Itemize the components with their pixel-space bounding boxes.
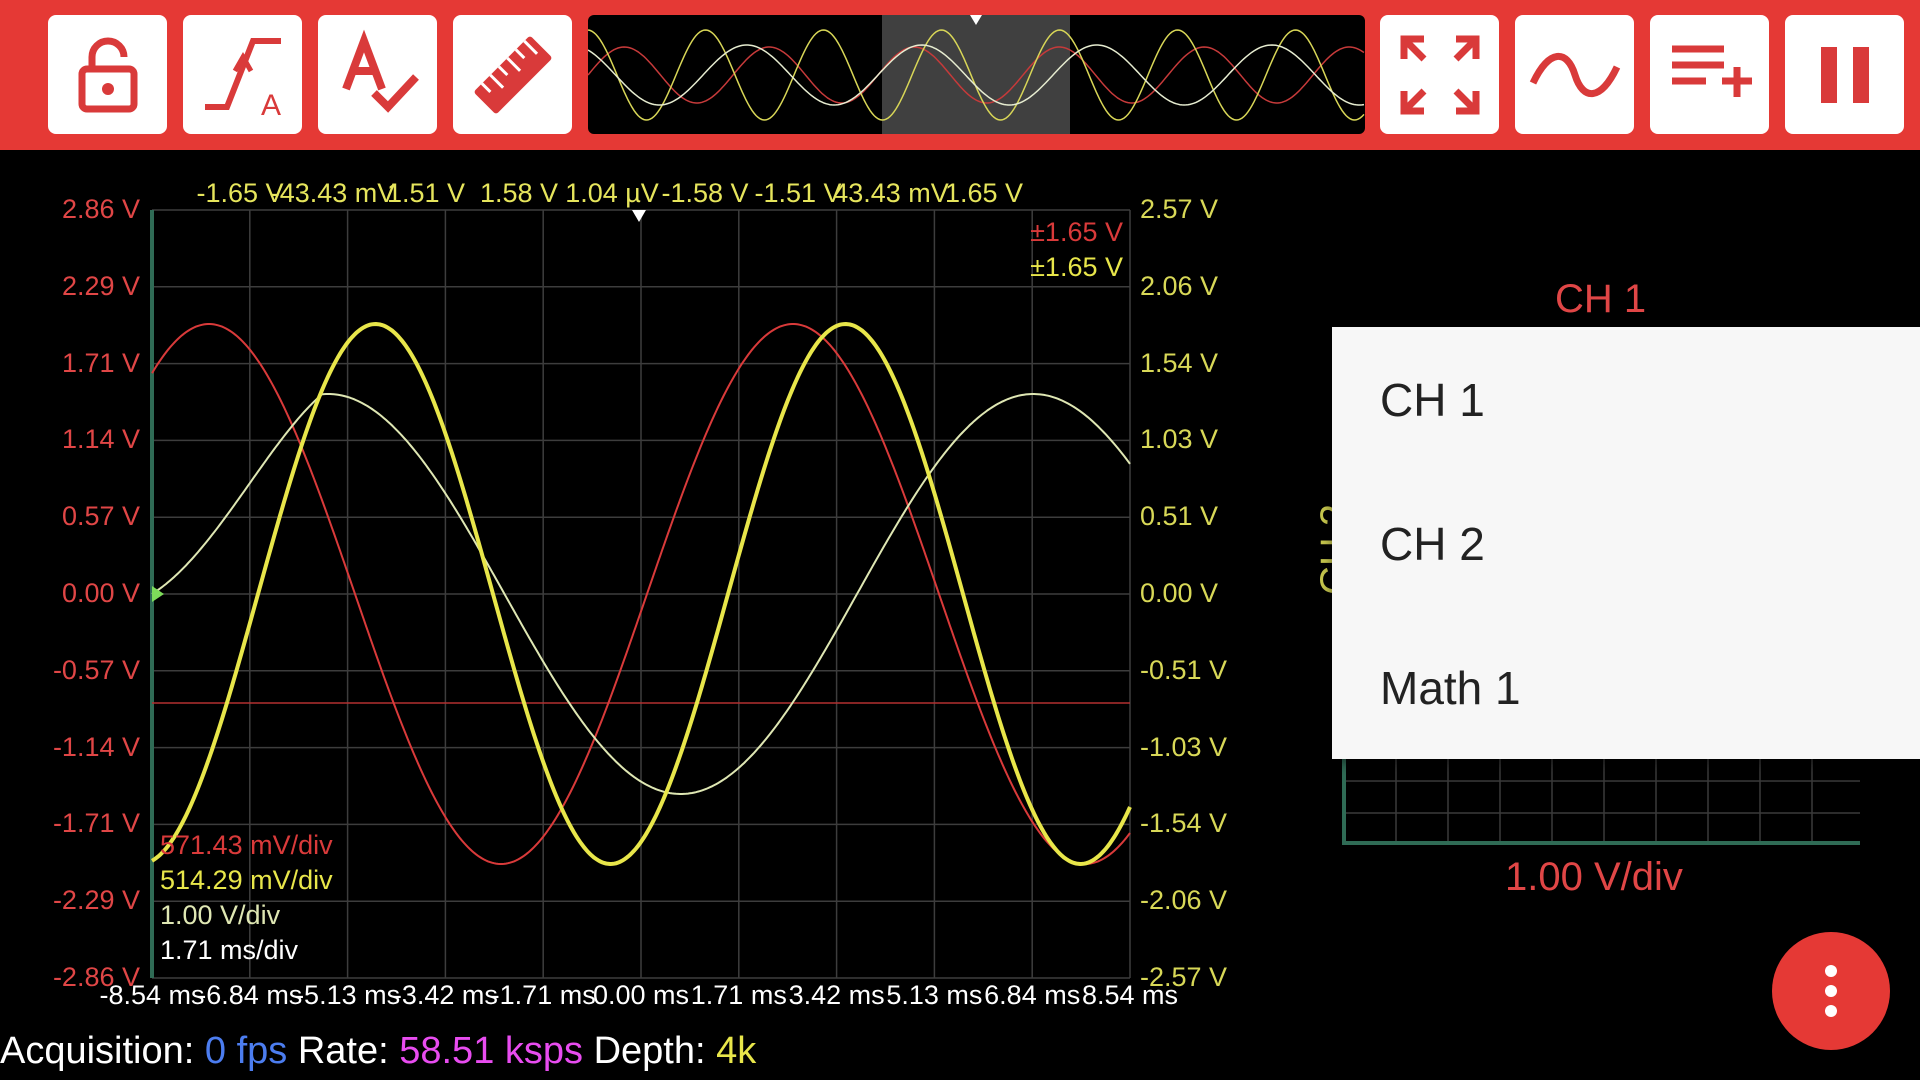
- math-scale: 1.00 V/div: [160, 900, 281, 930]
- ch2-scale: 514.29 mV/div: [160, 865, 333, 895]
- acquisition-label: Acquisition:: [0, 1030, 195, 1072]
- right-axis-tick: 1.54 V: [1140, 347, 1219, 378]
- x-axis-tick: -5.13 ms: [295, 980, 401, 1010]
- math-trace: [151, 393, 1131, 795]
- toolbar: A: [0, 0, 1920, 150]
- ch2-amplitude: ±1.65 V: [1030, 252, 1123, 282]
- trigger-position-marker[interactable]: [632, 210, 646, 222]
- x-axis-tick: 6.84 ms: [984, 980, 1081, 1010]
- left-axis-tick: 0.00 V: [61, 578, 140, 608]
- grid: [151, 209, 1131, 979]
- ruler-icon: [474, 36, 551, 113]
- overview-svg: [588, 15, 1365, 134]
- right-axis-tick: -1.54 V: [1140, 808, 1228, 839]
- right-axis-tick: 2.57 V: [1140, 194, 1219, 224]
- trigger-button[interactable]: A: [183, 15, 302, 134]
- time-scale: 1.71 ms/div: [160, 935, 299, 965]
- pause-button[interactable]: [1785, 15, 1904, 134]
- auto-button[interactable]: [318, 15, 437, 134]
- rate-value: 58.51 ksps: [399, 1030, 584, 1072]
- channel-menu: CH 1 CH 2 Math 1: [1332, 327, 1920, 759]
- x-axis-tick: 0.00 ms: [592, 980, 690, 1010]
- cursor-measure: 1.65 V: [944, 178, 1024, 208]
- cursor-measure: 1.58 V: [479, 178, 559, 208]
- cursor-measure: 43.43 mV: [833, 178, 949, 208]
- ch1-scale: 571.43 mV/div: [160, 830, 333, 860]
- left-axis-tick: -0.57 V: [52, 654, 140, 685]
- pause-icon: [1820, 46, 1869, 103]
- menu-item-ch2[interactable]: CH 2: [1380, 518, 1485, 570]
- overview-math-trace: [588, 44, 1365, 106]
- x-axis-tick: -3.42 ms: [392, 980, 498, 1010]
- cursor-measure: 1.04 µV: [565, 178, 659, 208]
- ch1-trace: [151, 323, 1131, 865]
- right-axis-tick: 0.00 V: [1140, 578, 1219, 608]
- auto-check-icon: [341, 29, 419, 113]
- trigger-icon: A: [204, 37, 281, 122]
- left-axis-tick: 0.57 V: [61, 501, 140, 532]
- left-axis-tick: 2.29 V: [61, 270, 140, 301]
- waveform-button[interactable]: [1515, 15, 1634, 134]
- x-axis-tick: 5.13 ms: [886, 980, 983, 1010]
- more-options-button[interactable]: [1772, 932, 1890, 1050]
- left-axis-tick: -2.86 V: [52, 962, 140, 992]
- left-axis-tick: -1.14 V: [52, 731, 140, 762]
- cursor-measure: -1.58 V: [661, 178, 749, 208]
- add-list-icon: [1671, 45, 1752, 97]
- zero-marker[interactable]: [152, 586, 164, 602]
- trigger-letter: A: [261, 89, 281, 122]
- waveform-overview[interactable]: [588, 15, 1365, 134]
- right-axis-tick: -2.57 V: [1140, 962, 1228, 992]
- left-axis-tick: -1.71 V: [52, 808, 140, 839]
- depth-label: Depth:: [593, 1030, 706, 1072]
- ch1-amplitude: ±1.65 V: [1030, 217, 1123, 247]
- fullscreen-icon: [1400, 35, 1479, 114]
- menu-item-ch1[interactable]: CH 1: [1380, 374, 1485, 426]
- fullscreen-button[interactable]: [1380, 15, 1499, 134]
- cursor-measure: 1.51 V: [386, 178, 466, 208]
- depth-value: 4k: [716, 1030, 757, 1072]
- channel-1-title: CH 1: [1555, 277, 1647, 321]
- cursor-measure: -43.43 mV: [270, 178, 396, 208]
- x-axis-tick: -8.54 ms: [99, 980, 205, 1010]
- channel-vdiv: 1.00 V/div: [1505, 855, 1683, 899]
- left-axis-tick: 1.14 V: [61, 424, 140, 455]
- x-axis-tick: -6.84 ms: [197, 980, 303, 1010]
- x-axis-tick: 1.71 ms: [690, 980, 787, 1010]
- mini-grid: [1342, 755, 1860, 845]
- plot-svg: [150, 209, 1132, 979]
- rate-label: Rate:: [297, 1030, 389, 1072]
- cursor-measure: -1.51 V: [754, 178, 842, 208]
- x-axis-tick: 3.42 ms: [788, 980, 885, 1010]
- scope-plot[interactable]: [0, 150, 1260, 1020]
- right-axis-tick: -0.51 V: [1140, 654, 1228, 685]
- measure-button[interactable]: [453, 15, 572, 134]
- menu-item-math1[interactable]: Math 1: [1380, 662, 1521, 714]
- right-axis-tick: 0.51 V: [1140, 501, 1219, 532]
- status-bar: Acquisition: 0 fps Rate: 58.51 ksps Dept…: [0, 1030, 756, 1078]
- overview-window[interactable]: [882, 15, 1070, 134]
- right-axis-tick: 1.03 V: [1140, 424, 1219, 455]
- x-axis-tick: 8.54 ms: [1081, 980, 1179, 1010]
- lock-button[interactable]: [48, 15, 167, 134]
- left-axis-tick: 2.86 V: [61, 194, 140, 224]
- waveform-icon: [1529, 52, 1620, 97]
- overview-marker[interactable]: [970, 15, 982, 25]
- lock-icon: [78, 37, 137, 112]
- x-axis-tick: -1.71 ms: [490, 980, 596, 1010]
- right-axis-tick: -1.03 V: [1140, 731, 1228, 762]
- left-axis-tick: 1.71 V: [61, 347, 140, 378]
- cursor-measure: -1.65 V: [196, 178, 284, 208]
- right-axis-tick: -2.06 V: [1140, 885, 1228, 916]
- right-axis-tick: 2.06 V: [1140, 270, 1219, 301]
- more-vert-icon: [1825, 965, 1837, 1017]
- add-channel-button[interactable]: [1650, 15, 1769, 134]
- left-axis-tick: -2.29 V: [52, 885, 140, 916]
- ch2-trace: [150, 321, 1132, 867]
- acquisition-value: 0 fps: [204, 1030, 288, 1072]
